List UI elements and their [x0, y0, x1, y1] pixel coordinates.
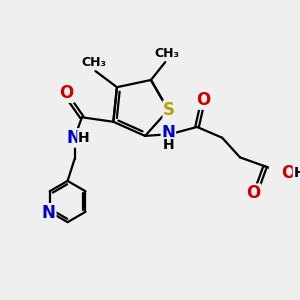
- Text: N: N: [42, 204, 56, 222]
- Text: H: H: [163, 138, 174, 152]
- Text: O: O: [60, 84, 74, 102]
- Text: H: H: [293, 166, 300, 180]
- Text: H: H: [78, 131, 89, 145]
- Text: O: O: [196, 91, 210, 109]
- Text: N: N: [67, 129, 81, 147]
- Text: O: O: [281, 164, 296, 182]
- Text: N: N: [161, 124, 175, 142]
- Text: O: O: [246, 184, 261, 202]
- Text: S: S: [163, 101, 175, 119]
- Text: CH₃: CH₃: [154, 47, 180, 61]
- Text: CH₃: CH₃: [81, 56, 106, 70]
